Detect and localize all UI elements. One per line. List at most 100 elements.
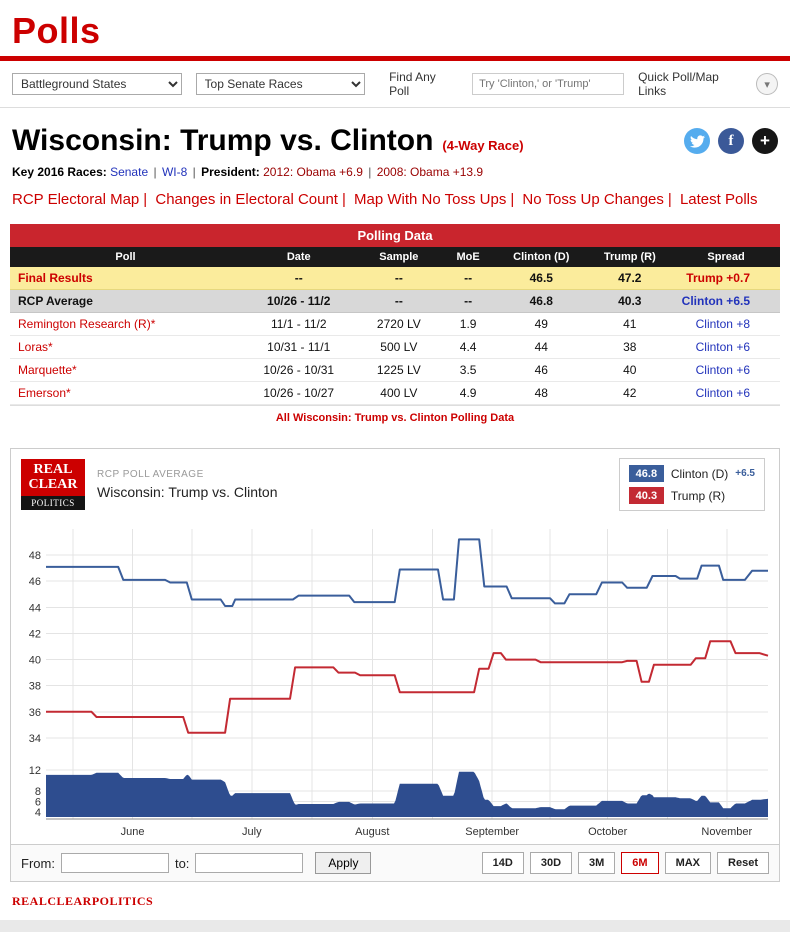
all-polling-data-link[interactable]: All Wisconsin: Trump vs. Clinton Polling… — [10, 405, 780, 432]
facebook-icon[interactable]: f — [718, 128, 744, 154]
table-row-marquette: Marquette* 10/26 - 10/31 1225 LV 3.5 46 … — [10, 358, 780, 382]
legend-row-clinton: 46.8 Clinton (D) +6.5 — [628, 465, 755, 482]
range-30d-button[interactable]: 30D — [529, 852, 573, 874]
svg-text:October: October — [588, 826, 627, 838]
spread-cell: Trump +0.7 — [672, 267, 780, 290]
moe-cell: -- — [441, 267, 496, 290]
svg-text:4: 4 — [35, 807, 41, 819]
logo-line-2: CLEAR — [28, 477, 78, 492]
president-label: President: — [201, 165, 260, 179]
range-3m-button[interactable]: 3M — [578, 852, 616, 874]
rcp-logo[interactable]: REAL CLEAR POLITICS — [21, 459, 85, 510]
divider: | — [143, 191, 148, 208]
range-reset-button[interactable]: Reset — [717, 852, 769, 874]
svg-text:34: 34 — [29, 733, 41, 745]
polling-data-table: Poll Date Sample MoE Clinton (D) Trump (… — [10, 247, 780, 405]
poll-average-line-chart: 48 46 44 42 40 38 36 34 12 864 June July August Septe… — [29, 529, 769, 838]
svg-text:40: 40 — [29, 655, 41, 667]
divider: | — [510, 191, 515, 208]
divider: | — [192, 165, 196, 179]
to-date-input[interactable] — [195, 853, 304, 873]
poll-cell: Final Results — [10, 267, 241, 290]
svg-text:August: August — [355, 826, 389, 838]
date-cell: -- — [241, 267, 357, 290]
polls-toolbar: Battleground States Top Senate Races Fin… — [0, 61, 790, 108]
district-link[interactable]: WI-8 — [161, 165, 188, 179]
twitter-bird-glyph — [689, 134, 705, 148]
svg-text:44: 44 — [29, 602, 41, 614]
col-moe: MoE — [441, 247, 496, 267]
moe-cell: -- — [441, 289, 496, 313]
twitter-icon[interactable] — [684, 128, 710, 154]
battleground-states-select[interactable]: Battleground States — [12, 73, 182, 95]
nav-link-no-toss-ups[interactable]: Map With No Toss Ups — [354, 191, 507, 208]
top-senate-races-select[interactable]: Top Senate Races — [195, 73, 366, 95]
rcp-average-chart-panel: REAL CLEAR POLITICS RCP POLL AVERAGE Wis… — [10, 448, 780, 882]
result-2008: 2008: Obama +13.9 — [376, 165, 484, 179]
quick-poll-map-links[interactable]: Quick Poll/Map Links ▾ — [638, 70, 778, 98]
legend-row-trump: 40.3 Trump (R) — [628, 487, 755, 504]
chart-panel-header: REAL CLEAR POLITICS RCP POLL AVERAGE Wis… — [11, 449, 779, 517]
range-14d-button[interactable]: 14D — [481, 852, 524, 874]
spread-cell: Clinton +6 — [672, 335, 780, 359]
range-max-button[interactable]: MAX — [664, 852, 712, 874]
divider: | — [368, 165, 372, 179]
site-footer: REALCLEARPOLITICS — [0, 882, 790, 916]
clinton-cell: 44 — [495, 335, 588, 359]
nav-link-changes-electoral-count[interactable]: Changes in Electoral Count — [155, 191, 338, 208]
clinton-cell: 46.5 — [495, 267, 588, 290]
poll-link[interactable]: Remington Research (R)* — [10, 312, 241, 336]
nav-link-latest-polls[interactable]: Latest Polls — [679, 191, 758, 208]
sample-cell: 500 LV — [356, 335, 442, 359]
clinton-cell: 49 — [495, 312, 588, 336]
sample-cell: 2720 LV — [356, 312, 442, 336]
divider: | — [341, 191, 346, 208]
nav-link-no-toss-up-changes[interactable]: No Toss Up Changes — [522, 191, 664, 208]
apply-button[interactable]: Apply — [315, 852, 372, 874]
chevron-down-icon[interactable]: ▾ — [756, 73, 778, 95]
col-date: Date — [241, 247, 357, 267]
masthead: Polls — [0, 0, 790, 56]
senate-link[interactable]: Senate — [110, 165, 149, 179]
range-6m-button[interactable]: 6M — [621, 852, 659, 874]
svg-text:36: 36 — [29, 707, 41, 719]
table-row-remington: Remington Research (R)* 11/1 - 11/2 2720… — [10, 312, 780, 336]
divider: | — [667, 191, 672, 208]
to-label: to: — [174, 855, 190, 871]
svg-text:12: 12 — [29, 765, 41, 777]
chart-legend: 46.8 Clinton (D) +6.5 40.3 Trump (R) — [618, 458, 765, 511]
table-row-final-results: Final Results -- -- -- 46.5 47.2 Trump +… — [10, 267, 780, 290]
svg-text:November: November — [701, 826, 752, 838]
chart-kicker: RCP POLL AVERAGE — [97, 469, 204, 480]
spread-cell: Clinton +8 — [672, 312, 780, 336]
from-date-input[interactable] — [60, 853, 169, 873]
date-cell: 10/26 - 10/27 — [241, 381, 357, 405]
poll-search-input[interactable] — [472, 73, 625, 95]
chart-title: Wisconsin: Trump vs. Clinton — [97, 484, 278, 500]
sample-cell: -- — [356, 289, 442, 313]
share-plus-icon[interactable]: + — [752, 128, 778, 154]
nav-link-electoral-map[interactable]: RCP Electoral Map — [12, 191, 140, 208]
trump-cell: 41 — [587, 312, 673, 336]
spread-cell: Clinton +6.5 — [672, 289, 780, 313]
col-sample: Sample — [356, 247, 442, 267]
map-nav-links: RCP Electoral Map | Changes in Electoral … — [0, 179, 790, 222]
poll-link[interactable]: Emerson* — [10, 381, 241, 405]
poll-cell: RCP Average — [10, 289, 241, 313]
moe-cell: 1.9 — [441, 312, 496, 336]
race-type-label: (4-Way Race) — [442, 138, 524, 153]
svg-text:38: 38 — [29, 681, 41, 693]
rcp-footer-wordmark[interactable]: REALCLEARPOLITICS — [12, 894, 154, 908]
spread-cell: Clinton +6 — [672, 358, 780, 382]
date-cell: 10/31 - 11/1 — [241, 335, 357, 359]
divider: | — [153, 165, 157, 179]
poll-link[interactable]: Marquette* — [10, 358, 241, 382]
date-cell: 11/1 - 11/2 — [241, 312, 357, 336]
trump-value-badge: 40.3 — [628, 487, 664, 504]
chart-range-controls: From: to: Apply 14D 30D 3M 6M MAX Reset — [11, 844, 779, 881]
col-poll: Poll — [10, 247, 241, 267]
svg-text:6: 6 — [35, 796, 41, 808]
result-2012: 2012: Obama +6.9 — [263, 165, 363, 179]
poll-link[interactable]: Loras* — [10, 335, 241, 359]
logo-line-3: POLITICS — [21, 495, 85, 510]
